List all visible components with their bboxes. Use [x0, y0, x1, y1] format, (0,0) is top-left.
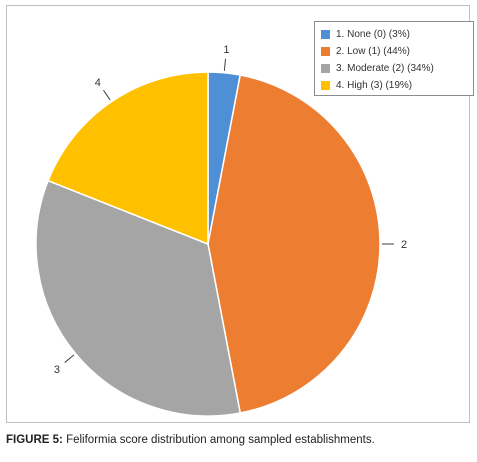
caption-text: Feliformia score distribution among samp…	[62, 434, 375, 446]
legend-swatch-4	[321, 81, 330, 90]
slice-label-3: 3	[54, 364, 60, 376]
leader-line-3	[64, 354, 75, 363]
pie-slice-3	[35, 179, 242, 417]
legend-entry-4: 4. High (3) (19%)	[321, 77, 467, 94]
legend-label-3: 3. Moderate (2) (34%)	[336, 63, 434, 74]
legend-entry-3: 3. Moderate (2) (34%)	[321, 60, 467, 77]
legend-entry-2: 2. Low (1) (44%)	[321, 43, 467, 60]
legend-swatch-1	[321, 30, 330, 39]
chart-legend: 1. None (0) (3%) 2. Low (1) (44%) 3. Moder…	[314, 21, 474, 96]
figure-caption: FIGURE 5: Feliformia score distribution …	[6, 434, 375, 446]
caption-label: FIGURE 5:	[6, 434, 63, 446]
legend-swatch-3	[321, 64, 330, 73]
chart-frame: 1 2 3 4 1. None (0) (3%) 2. Low (1) (44%) 3. …	[6, 5, 474, 423]
legend-label-4: 4. High (3) (19%)	[336, 80, 413, 91]
pie-slice-4	[47, 71, 209, 246]
legend-entry-1: 1. None (0) (3%)	[321, 26, 467, 43]
slice-label-1: 1	[223, 44, 229, 56]
slice-label-2: 2	[401, 239, 407, 251]
leader-line-4	[103, 89, 111, 101]
legend-label-1: 1. None (0) (3%)	[336, 29, 410, 40]
pie-chart: 1 2 3 4	[35, 44, 407, 417]
pie-slice-2	[207, 74, 381, 414]
slice-label-4: 4	[95, 77, 101, 89]
legend-label-2: 2. Low (1) (44%)	[336, 46, 410, 57]
legend-swatch-2	[321, 47, 330, 56]
leader-line-1	[223, 58, 227, 71]
